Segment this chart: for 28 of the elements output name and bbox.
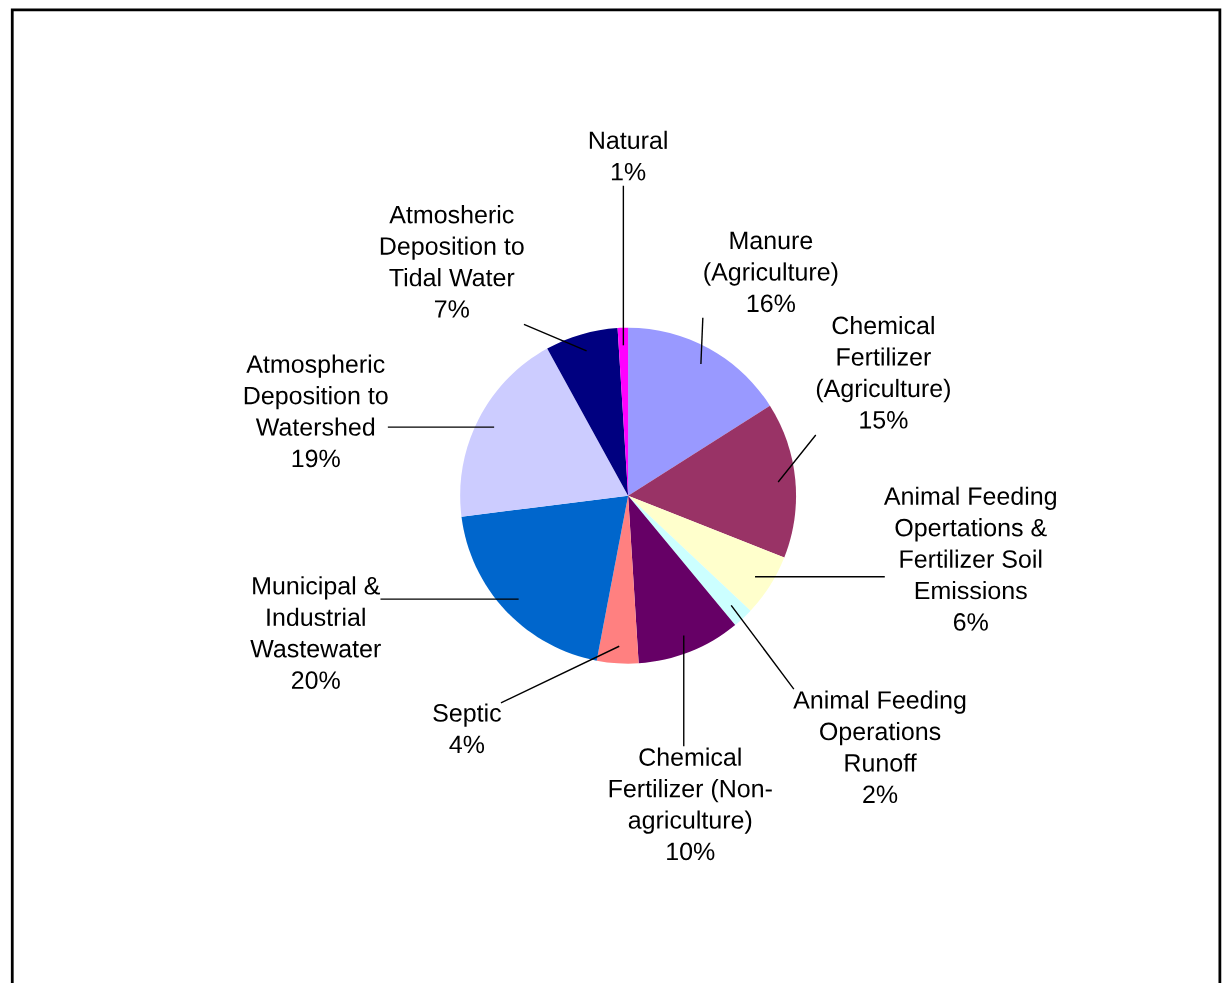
data-label: 1%	[611, 162, 646, 181]
slice-label: Manure (Agriculture)	[704, 231, 838, 286]
data-label: 20%	[291, 671, 340, 689]
data-label: 15%	[860, 411, 908, 429]
pie-slice	[547, 328, 629, 496]
slice-label: Animal Feeding Opertations & Fertilizer Soil Emissions	[883, 486, 1056, 600]
slice-label: Atmospheric Deposition to Watershed	[244, 354, 388, 436]
data-label: 10%	[667, 842, 715, 861]
slice-label: Chemical Fertilizer (Agriculture)	[816, 315, 950, 403]
pie-slice	[460, 348, 629, 517]
slice-label: Septic	[433, 703, 501, 727]
data-label: 16%	[747, 294, 795, 313]
pie-slice	[461, 495, 629, 661]
slice-label: Natural	[589, 130, 667, 150]
pie-slice	[628, 405, 797, 558]
slice-label: Chemical Fertilizer (Non- agriculture)	[609, 747, 772, 834]
pie-slice	[628, 495, 751, 626]
slice-label: Animal Feeding Operations Runoff	[793, 690, 966, 772]
data-label: 19%	[292, 449, 340, 468]
data-label: 2%	[863, 785, 898, 804]
slice-label: Atmosheric Deposition to Tidal Water	[380, 205, 524, 287]
slice-label: Municipal & Industrial Wastewater	[250, 576, 381, 658]
pie-slice	[628, 327, 770, 496]
data-label: 6%	[953, 613, 988, 631]
pie-slice	[628, 495, 785, 611]
data-label: 4%	[449, 735, 485, 754]
pie-slice	[628, 495, 736, 664]
data-label: 7%	[434, 300, 469, 318]
